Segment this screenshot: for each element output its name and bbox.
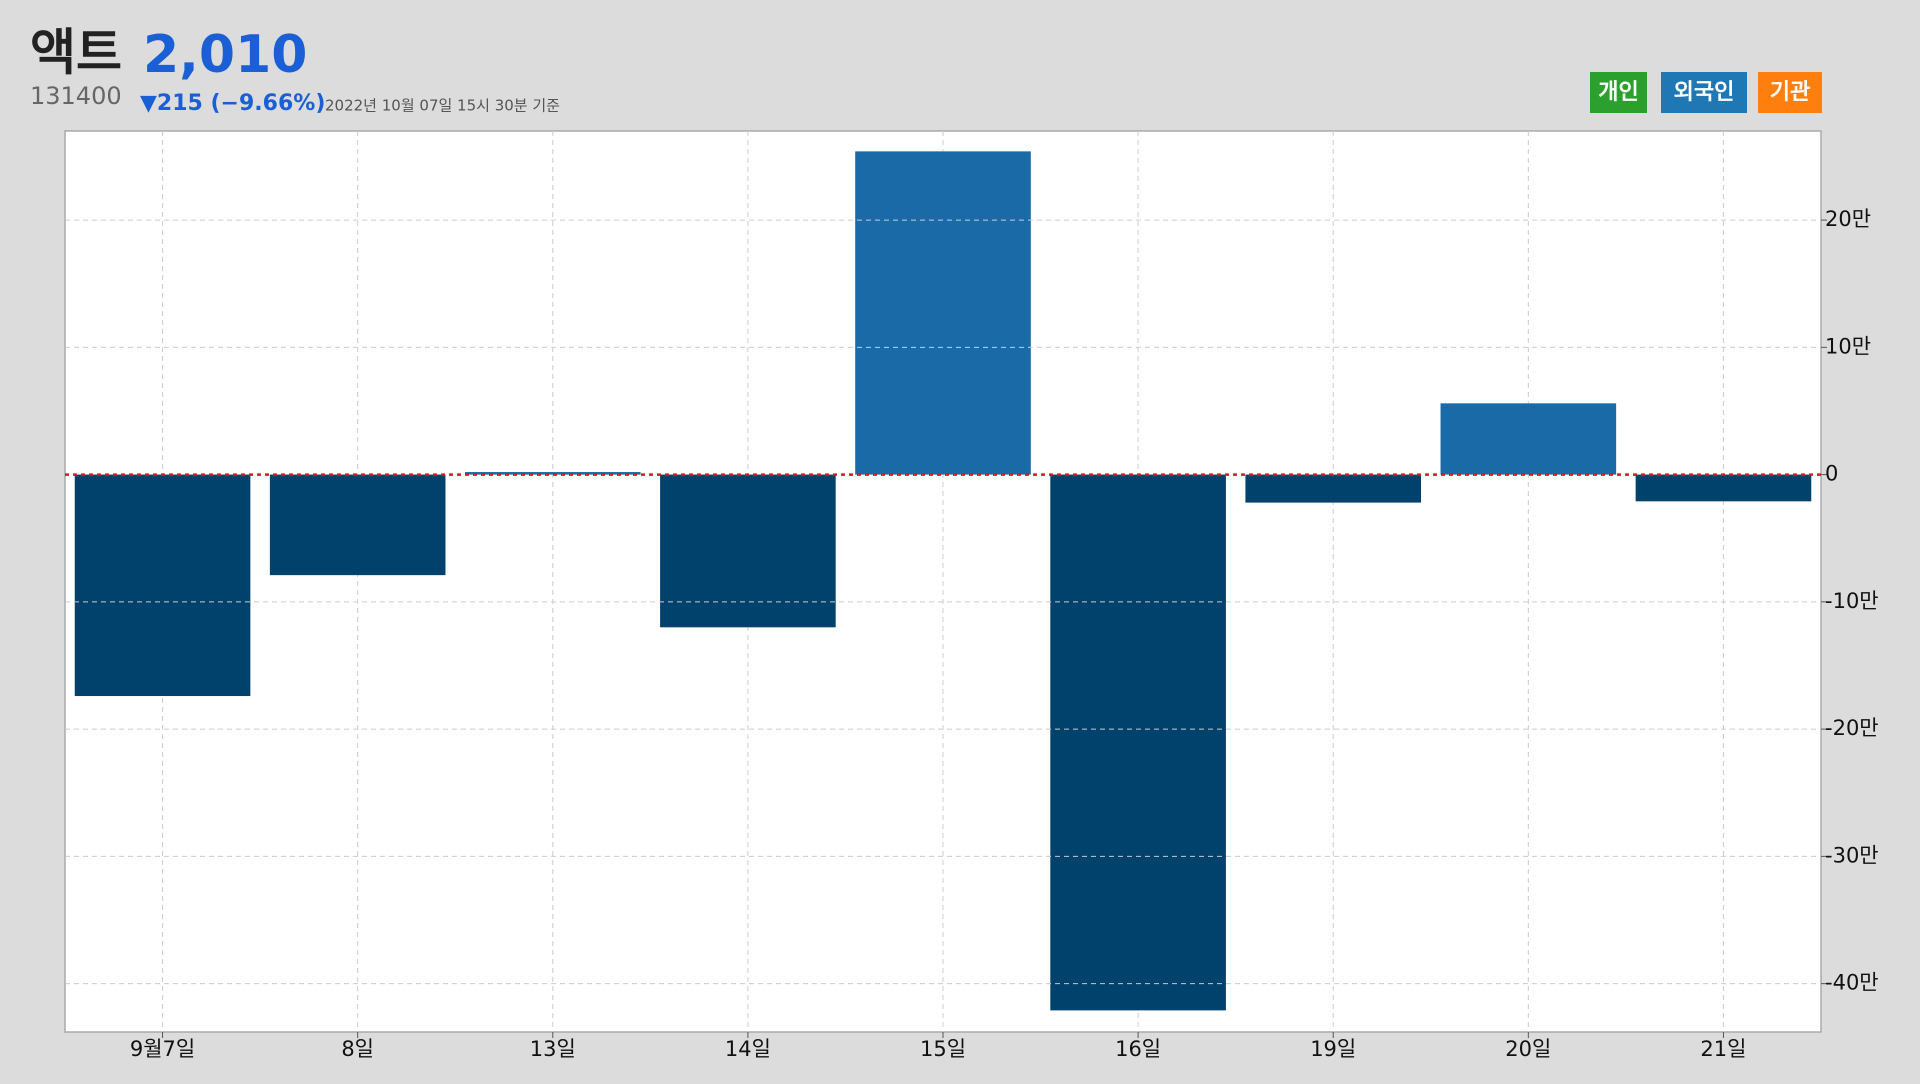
bar <box>660 474 836 628</box>
bar <box>1635 474 1812 502</box>
x-tick-label: 13일 <box>530 1037 576 1061</box>
x-tick-label: 15일 <box>920 1037 966 1061</box>
bar <box>74 474 251 697</box>
x-tick-label: 19일 <box>1310 1037 1356 1061</box>
y-tick-label: -10만 <box>1825 589 1879 613</box>
legend-button[interactable] <box>1661 72 1747 113</box>
y-tick-label: 10만 <box>1825 334 1871 358</box>
bar <box>269 474 446 576</box>
bar <box>855 151 1031 475</box>
timestamp: 2022년 10월 07일 15시 30분 기준 <box>325 97 560 115</box>
bar <box>1050 474 1226 1011</box>
legend-label[interactable]: 기관 <box>1770 80 1810 105</box>
x-tick-label: 20일 <box>1505 1037 1551 1061</box>
legend-label[interactable]: 외국인 <box>1674 80 1735 105</box>
price: 2,010 <box>143 25 307 85</box>
bar <box>1245 474 1422 503</box>
y-tick-label: -30만 <box>1825 843 1879 867</box>
bar <box>1440 403 1617 475</box>
legend-button[interactable] <box>1758 72 1822 113</box>
stock-name: 액트 <box>30 24 122 82</box>
x-tick-label: 9월7일 <box>130 1037 195 1061</box>
y-tick-label: 0 <box>1825 462 1838 486</box>
x-tick-label: 8일 <box>341 1037 374 1061</box>
y-tick-label: -40만 <box>1825 971 1879 995</box>
price-change: ▼215 (−9.66%) <box>140 91 325 116</box>
y-tick-label: -20만 <box>1825 716 1879 740</box>
bar <box>464 472 641 475</box>
y-tick-label: 20만 <box>1825 207 1871 231</box>
legend-label[interactable]: 개인 <box>1598 80 1638 105</box>
x-tick-label: 16일 <box>1115 1037 1161 1061</box>
stock-code: 131400 <box>30 82 122 110</box>
legend-button[interactable] <box>1590 72 1647 113</box>
x-tick-label: 14일 <box>725 1037 771 1061</box>
x-tick-label: 21일 <box>1700 1037 1746 1061</box>
